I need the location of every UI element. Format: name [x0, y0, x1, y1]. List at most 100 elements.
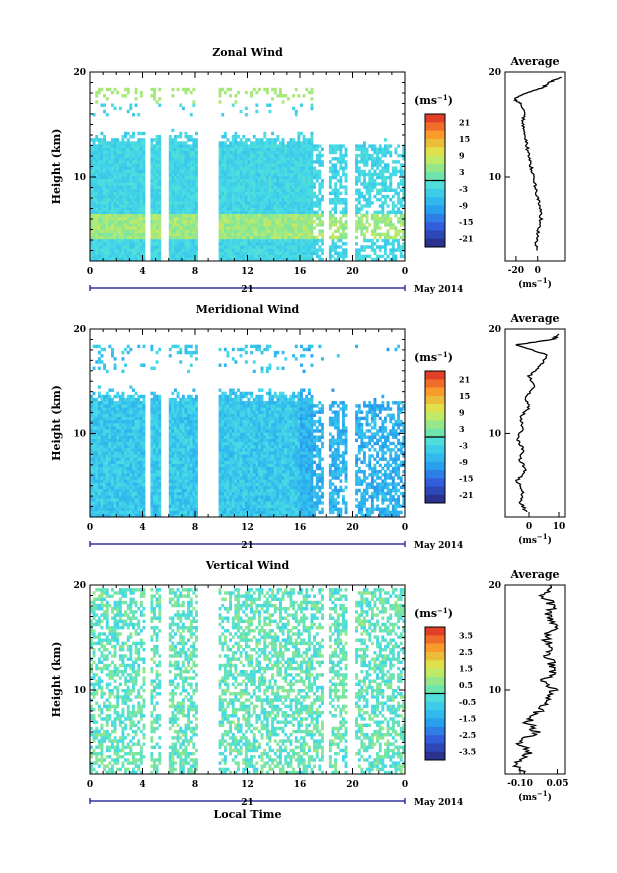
heatmap-cell [226, 185, 230, 189]
heatmap-cell [134, 423, 138, 427]
heatmap-cell [389, 220, 393, 224]
heatmap-cell [231, 160, 235, 164]
heatmap-cell [189, 185, 193, 189]
heatmap-cell [307, 204, 311, 208]
heatmap-cell [168, 354, 172, 358]
average-profile-line [513, 76, 562, 251]
heatmap-cell [153, 144, 156, 148]
heatmap-cell [355, 220, 358, 224]
heatmap-cell [158, 404, 162, 408]
heatmap-cell [302, 251, 306, 255]
heatmap-cell [281, 232, 285, 237]
heatmap-cell [129, 210, 133, 214]
heatmap-cell [168, 347, 172, 352]
heatmap-cell [397, 216, 400, 221]
heatmap-cell [137, 185, 141, 189]
heatmap-cell [132, 175, 135, 180]
heatmap-cell [255, 232, 259, 237]
heatmap-cell [336, 157, 340, 161]
heatmap-cell [168, 245, 172, 249]
heatmap-cell [391, 257, 395, 262]
heatmap-cell [137, 510, 141, 515]
heatmap-cell [111, 347, 114, 352]
heatmap-cell [181, 185, 185, 189]
heatmap-cell [370, 213, 374, 218]
heatmap-cell [357, 207, 361, 211]
heatmap-cell [97, 441, 101, 446]
heatmap-cell [100, 207, 104, 211]
heatmap-cell [286, 242, 290, 246]
heatmap-cell [153, 423, 156, 427]
heatmap-cell [95, 360, 99, 364]
heatmap-cell [108, 172, 112, 177]
heatmap-cell [153, 248, 156, 252]
heatmap-cell [310, 169, 314, 174]
heatmap-cell [231, 194, 235, 199]
heatmap-cell [184, 87, 188, 92]
heatmap-cell [129, 257, 133, 262]
heatmap-cell [265, 188, 269, 192]
heatmap-cell [192, 87, 196, 92]
heatmap-cell [268, 109, 272, 114]
heatmap-cell [124, 438, 127, 443]
heatmap-cell [289, 144, 293, 148]
heatmap-cell [139, 90, 143, 95]
heatmap-cell [242, 150, 246, 155]
heatmap-cell [271, 131, 274, 136]
heatmap-cell [255, 257, 259, 262]
heatmap-cell [108, 454, 112, 458]
heatmap-cell [273, 204, 277, 208]
heatmap-cell [268, 201, 272, 205]
heatmap-cell [113, 463, 117, 468]
heatmap-cell [111, 504, 114, 508]
heatmap-cell [158, 248, 162, 252]
heatmap-cell [234, 169, 238, 174]
heatmap-cell [310, 194, 314, 199]
heatmap-cell [111, 229, 114, 233]
heatmap-cell [339, 153, 343, 158]
heatmap-cell [271, 179, 274, 183]
heatmap-cell [334, 210, 337, 214]
heatmap-cell [344, 232, 348, 237]
heatmap-cell [250, 257, 253, 262]
heatmap-cell [189, 245, 193, 249]
heatmap-cell [105, 391, 109, 396]
heatmap-cell [132, 491, 135, 496]
heatmap-cell [92, 169, 96, 174]
heatmap-cell [313, 210, 316, 214]
heatmap-cell [105, 141, 109, 145]
heatmap-cell [244, 163, 248, 167]
heatmap-cell [139, 207, 143, 211]
heatmap-cell [158, 138, 162, 142]
heatmap-cell [103, 473, 106, 477]
heatmap-cell [100, 213, 104, 218]
heatmap-cell [155, 147, 159, 151]
heatmap-cell [121, 432, 125, 436]
heatmap-cell [318, 169, 322, 174]
heatmap-cell [126, 495, 130, 499]
heatmap-cell [258, 210, 261, 214]
heatmap-cell [108, 470, 112, 474]
heatmap-cell [153, 97, 156, 101]
heatmap-cell [111, 248, 114, 252]
heatmap-cell [229, 226, 232, 230]
heatmap-cell [276, 232, 280, 237]
heatmap-cell [118, 479, 122, 483]
heatmap-cell [92, 204, 96, 208]
heatmap-cell [153, 87, 156, 92]
heatmap-cell [300, 201, 303, 205]
heatmap-cell [237, 213, 240, 218]
heatmap-cell [113, 454, 117, 458]
heatmap-cell [355, 188, 358, 192]
heatmap-cell [121, 150, 125, 155]
heatmap-cell [129, 216, 133, 221]
heatmap-cell [265, 160, 269, 164]
heatmap-cell [237, 232, 240, 237]
heatmap-cell [137, 448, 141, 452]
heatmap-cell [365, 185, 369, 189]
heatmap-cell [265, 201, 269, 205]
heatmap-cell [273, 213, 277, 218]
heatmap-cell [174, 245, 177, 249]
heatmap-cell [100, 397, 104, 402]
heatmap-cell [126, 423, 130, 427]
